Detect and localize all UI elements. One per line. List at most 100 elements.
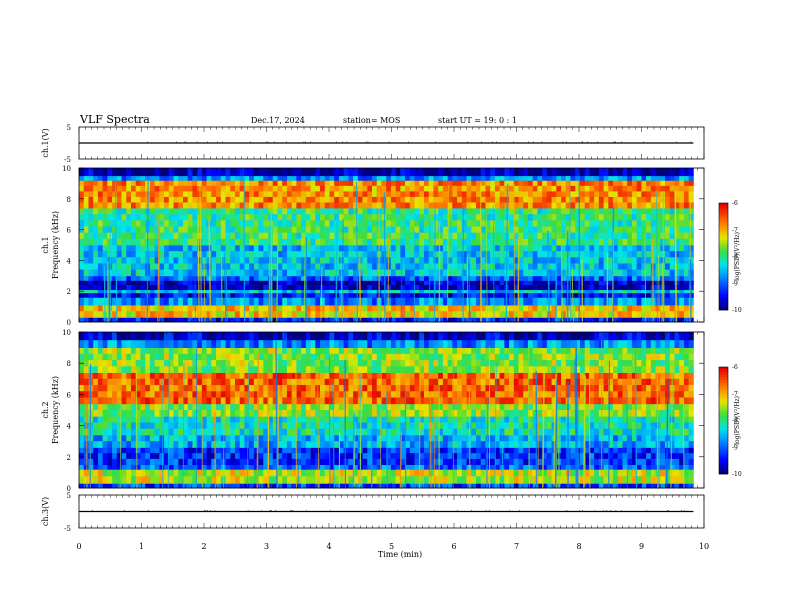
ch1-spectrogram-cell bbox=[674, 285, 680, 291]
ch1-spectrogram-cell bbox=[523, 191, 529, 198]
ch1-spectrogram-cell bbox=[509, 232, 515, 240]
ch1-spectrogram-cell bbox=[499, 311, 505, 318]
ch1-spectrogram-cell bbox=[466, 196, 472, 203]
ch1-spectrogram-cell bbox=[305, 196, 311, 203]
ch2-spectrogram-cell bbox=[130, 458, 137, 465]
ch1-spectrogram-cell bbox=[409, 208, 415, 215]
ch1-spectrogram-cell bbox=[499, 191, 505, 198]
ch1-spectrogram-whistler-streak bbox=[547, 230, 550, 323]
ch2-spectrogram-cell bbox=[362, 416, 368, 423]
ch1-spectrogram-cell bbox=[433, 263, 439, 271]
ch1-spectrogram-cell bbox=[107, 185, 113, 192]
ch1-spectrogram-cell bbox=[428, 185, 434, 192]
ch1-spectrogram-cell bbox=[608, 185, 614, 192]
colorbar-segment bbox=[719, 240, 728, 244]
ch1-spectrogram-cell bbox=[424, 214, 430, 221]
ch2-spectrogram-cell bbox=[140, 434, 146, 442]
ch2-spectrogram-cell bbox=[135, 416, 141, 423]
ch2-spectrogram-cell bbox=[438, 464, 444, 470]
ch1-spectrogram-cell bbox=[140, 232, 146, 240]
ch1-spectrogram-cell bbox=[523, 292, 529, 298]
ch1-spectrogram-cell bbox=[532, 269, 538, 277]
ch1-spectrogram-cell bbox=[480, 214, 486, 221]
ch1-spectrogram-cell bbox=[343, 175, 349, 181]
ch1-spectrogram-cell bbox=[584, 191, 590, 198]
ch1-spectrogram-cell bbox=[679, 175, 685, 181]
ch2-spectrogram-cell bbox=[466, 464, 472, 470]
ch2-spectrogram-cell bbox=[324, 434, 330, 442]
ch1-spectrogram-cell bbox=[617, 289, 623, 294]
ch2-spectrogram-cell bbox=[159, 469, 165, 477]
ch2-spectrogram-cell bbox=[527, 469, 534, 477]
ch1-spectrogram-cell bbox=[466, 208, 472, 215]
ch2-spectrogram-cell bbox=[504, 458, 510, 465]
ch2-spectrogram-cell bbox=[660, 434, 666, 442]
ch2-spectrogram-cell bbox=[589, 458, 595, 465]
ch1-spectrogram-cell bbox=[461, 168, 467, 177]
ch1-spectrogram-cell bbox=[140, 208, 146, 215]
ch2-spectrogram-cell bbox=[518, 447, 524, 454]
ch1-spectrogram-cell bbox=[88, 311, 94, 318]
ch2-spectrogram-cell bbox=[197, 447, 203, 454]
ch1-spectrogram-cell bbox=[348, 208, 354, 215]
ch1-spectrogram-cell bbox=[674, 280, 680, 286]
ch1-spectrogram-cell bbox=[277, 208, 283, 215]
ch1-spectrogram-cell bbox=[594, 180, 600, 187]
ch1-spectrogram-cell bbox=[537, 289, 543, 294]
ch2-spectrogram-cell bbox=[211, 458, 217, 465]
ch1-spectrogram-cell bbox=[154, 305, 160, 312]
ch1-spectrogram-cell bbox=[338, 185, 345, 192]
ch1-spectrogram-cell bbox=[305, 280, 311, 286]
ch2-spectrogram-cell bbox=[329, 458, 335, 465]
ch2-spectrogram-cell bbox=[424, 464, 430, 470]
ch2-spectrogram-cell bbox=[301, 441, 307, 448]
ch1-spectrogram-cell bbox=[126, 289, 132, 294]
ch1-spectrogram-cell bbox=[197, 180, 203, 187]
ch1-spectrogram-cell bbox=[348, 289, 354, 294]
ch1-spectrogram-cell bbox=[112, 208, 118, 215]
ch1-spectrogram-cell bbox=[594, 280, 600, 286]
ch1-spectrogram-cell bbox=[475, 292, 482, 298]
ch1-spectrogram-cell bbox=[93, 305, 99, 312]
ch1-spectrogram-cell bbox=[513, 285, 519, 291]
ch1-spectrogram-cell bbox=[272, 317, 278, 323]
ch1-spectrogram-cell bbox=[88, 292, 94, 298]
ch1-spectrogram-cell bbox=[305, 263, 311, 271]
ch1-spectrogram-cell bbox=[234, 180, 241, 187]
ch1-spectrogram-cell bbox=[546, 208, 552, 215]
ch1-spectrogram-cell bbox=[372, 180, 378, 187]
ch1-spectrogram-cell bbox=[405, 305, 411, 312]
ch1-spectrogram-cell bbox=[594, 285, 600, 291]
ch2-spectrogram-cell bbox=[329, 434, 335, 442]
ch2-spectrogram-cell bbox=[362, 458, 368, 465]
ch1-spectrogram-cell bbox=[159, 275, 165, 281]
ch2-spectrogram-cell bbox=[655, 434, 661, 442]
ch2-spectrogram-cell bbox=[88, 458, 94, 465]
ch1-spectrogram-cell bbox=[466, 185, 472, 192]
ch2-spectrogram-cell bbox=[112, 434, 118, 442]
ch1-spectrogram-cell bbox=[400, 251, 406, 258]
ch2-spectrogram-cell bbox=[249, 441, 255, 448]
ch1-spectrogram-cell bbox=[216, 263, 222, 271]
ch2-spectrogram-cell bbox=[362, 434, 368, 442]
ch1-spectrogram-cell bbox=[187, 285, 193, 291]
ch2-spectrogram-cell bbox=[140, 458, 146, 465]
ch1-spectrogram-cell bbox=[348, 305, 354, 312]
ch1-spectrogram-cell bbox=[154, 269, 160, 277]
ch2-spectrogram-cell bbox=[424, 416, 430, 423]
ch1-spectrogram-cell bbox=[683, 317, 690, 323]
ch1-spectrogram-cell bbox=[646, 168, 652, 177]
ch2-spectrogram-cell bbox=[617, 416, 623, 423]
ch2-spectrogram-cell bbox=[513, 453, 519, 460]
ch1-spectrogram-cell bbox=[338, 305, 345, 312]
ch2-spectrogram-cell bbox=[390, 453, 397, 460]
ch1-spectrogram-cell bbox=[83, 191, 89, 198]
ch1-spectrogram-cell bbox=[79, 297, 85, 306]
ch2-spectrogram-cell bbox=[485, 458, 491, 465]
ch1-spectrogram-cell bbox=[367, 251, 373, 258]
ch2-spectrogram-cell bbox=[315, 447, 321, 454]
ch2-spectrogram-cell bbox=[419, 441, 425, 448]
ch2-spectrogram-cell bbox=[499, 416, 505, 423]
ch2-spectrogram-cell bbox=[291, 447, 297, 454]
ch1-spectrogram-cell bbox=[159, 263, 165, 271]
